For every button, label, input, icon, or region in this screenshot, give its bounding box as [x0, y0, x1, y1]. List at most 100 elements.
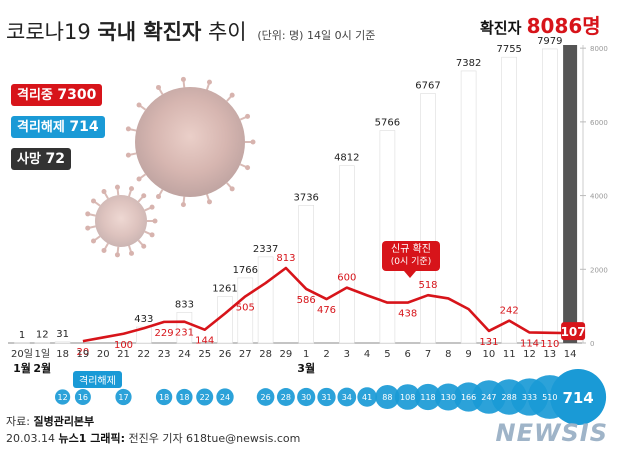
bubble	[317, 387, 336, 407]
title-prefix: 코로나19	[6, 20, 91, 44]
virus-spike-tip	[206, 79, 212, 85]
x-axis: 20일 1일 18 19 20 21 22 23 24 25 26 27 28 29 1 2 3 4 5 6 7 8 9 10…	[11, 348, 576, 375]
bubble-label: 714	[562, 389, 593, 407]
bubble	[256, 388, 275, 406]
bubble	[196, 388, 214, 406]
x-tick-label: 12	[523, 349, 536, 360]
x-tick-label: 4	[364, 349, 370, 360]
virus-spike-tip	[180, 202, 186, 208]
bubble-label: 130	[441, 393, 456, 402]
virus-spike-tip	[129, 186, 135, 192]
bar-label: 5766	[375, 118, 400, 129]
virus-spike-tip	[101, 247, 107, 253]
virus-spike-tip	[152, 218, 158, 224]
virus-spike-tip	[125, 126, 131, 132]
graphic-credit: 전진우 기자 618tue@newsis.com	[128, 432, 301, 445]
legend-released: 격리해제 714	[11, 116, 105, 138]
virus-spike-tip	[125, 152, 131, 158]
virus-spike-tip	[229, 186, 235, 192]
virus-spike-tip	[206, 199, 212, 205]
line-label: 107	[561, 325, 586, 339]
virus-spikes	[85, 76, 256, 258]
x-tick-label: 6	[405, 349, 411, 360]
bubble-label: 26	[261, 393, 271, 402]
line-label: 242	[500, 306, 519, 317]
x-tick-label: 25	[198, 349, 211, 360]
legend-released-label: 격리해제	[17, 120, 65, 135]
x-tick-label: 1일	[35, 348, 51, 360]
newsis-watermark: NEWSIS	[495, 419, 608, 447]
bar-label: 7382	[456, 58, 481, 69]
bubble-label: 18	[159, 393, 169, 402]
line-label: 114	[520, 338, 539, 349]
x-tick-label: 22	[137, 349, 150, 360]
title-suffix: 추이	[207, 20, 247, 44]
source-value: 질병관리본부	[33, 415, 95, 428]
x-tick-label: 18	[56, 349, 69, 360]
new-cases-line	[82, 266, 571, 343]
bubble	[357, 387, 377, 407]
virus-spike-tip	[90, 198, 96, 204]
total-confirmed: 확진자 8086명	[480, 10, 601, 39]
bubble-label: 31	[321, 393, 331, 402]
source-line2: 20.03.14 뉴스1 그래픽: 전진우 기자 618tue@newsis.c…	[6, 430, 300, 446]
virus-spike-tip	[250, 139, 256, 145]
bubble-label: 333	[522, 393, 537, 402]
bubble-label: 28	[281, 393, 291, 402]
bubble-label: 34	[342, 393, 352, 402]
line-label: 100	[114, 340, 133, 351]
x-tick-label: 10	[483, 349, 496, 360]
bubble	[375, 384, 400, 410]
virus-spike-tip	[136, 102, 142, 108]
total-label-text: 확진자	[480, 19, 522, 37]
bubble-label: 510	[542, 393, 557, 402]
x-tick-label: 2	[323, 349, 329, 360]
bar-label: 2337	[253, 244, 278, 255]
virus-spike-tip	[136, 176, 142, 182]
bubble	[55, 389, 71, 405]
total-value: 8086명	[526, 14, 601, 38]
bubble-label: 108	[400, 393, 415, 402]
virus-spike-tip	[156, 194, 161, 200]
x-tick-label: 14	[564, 349, 577, 360]
virus-spike-tip	[101, 189, 107, 195]
bar-label: 6767	[415, 81, 440, 92]
virus-spike-tip	[156, 84, 161, 90]
bubble-label: 16	[78, 393, 88, 402]
month-label-mar: 3월	[297, 361, 315, 375]
bubble-label: 30	[301, 393, 311, 402]
line-label: 586	[297, 295, 316, 306]
bar	[54, 341, 71, 344]
x-tick-label: 27	[239, 349, 252, 360]
graphic-label: 뉴스1 그래픽:	[58, 432, 125, 445]
x-tick-label: 24	[178, 349, 191, 360]
bar-label: 7755	[496, 44, 521, 55]
bubble	[297, 387, 316, 407]
line-label: 600	[337, 273, 356, 284]
virus-spike-tip	[180, 76, 186, 82]
y-tick-label: 2000	[590, 266, 608, 274]
legend-deaths: 사망 72	[11, 148, 71, 170]
bar	[460, 70, 477, 344]
bar-label: 433	[134, 314, 153, 325]
bar	[501, 56, 518, 344]
bar	[420, 93, 436, 344]
line-label: 20	[77, 347, 90, 358]
legend-isolated-label: 격리중	[17, 88, 53, 103]
bubble-label: 118	[420, 393, 435, 402]
bubble-label: 41	[362, 393, 372, 402]
line-label: 229	[155, 328, 174, 339]
bar-label: 1766	[233, 265, 258, 276]
bar-label: 3736	[293, 192, 318, 203]
bar-label: 1	[19, 330, 25, 341]
month-label-feb: 2월	[33, 361, 51, 375]
line-label: 518	[418, 280, 437, 291]
x-tick-label: 8	[445, 349, 451, 360]
line-label: 144	[195, 336, 214, 347]
virus-spike-tip	[149, 232, 155, 238]
bar-label: 1261	[212, 284, 237, 295]
y-tick-label: 8000	[590, 45, 608, 53]
